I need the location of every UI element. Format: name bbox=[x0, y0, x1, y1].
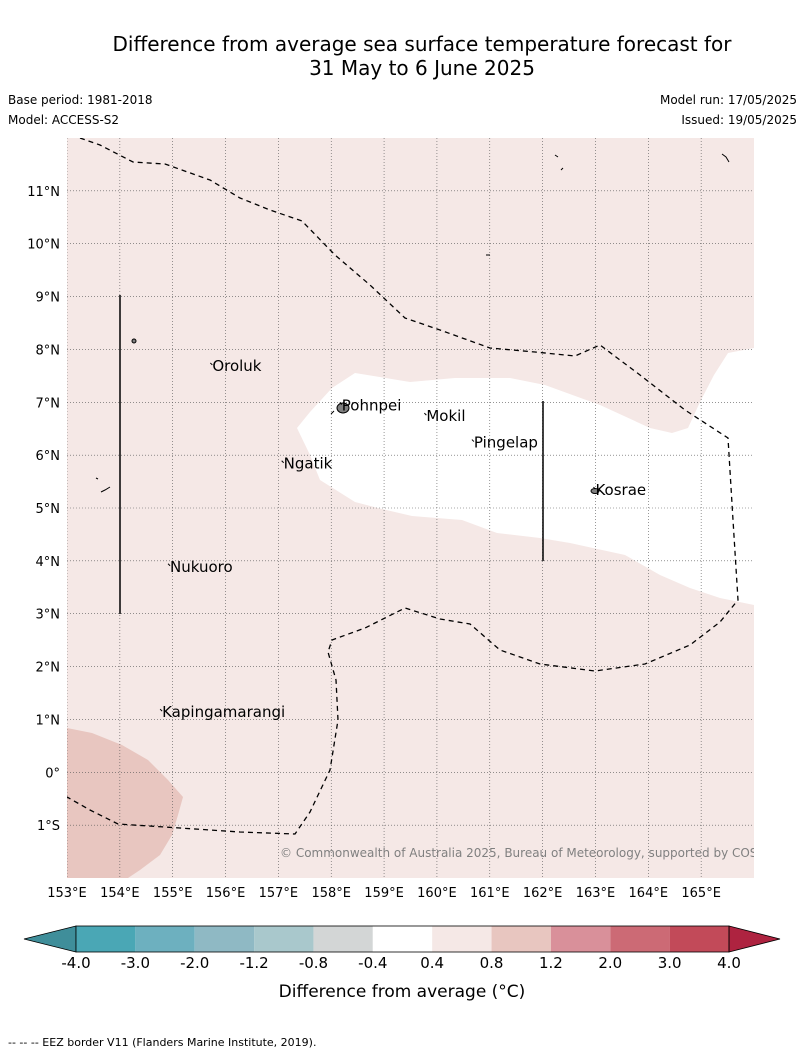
place-label: Pingelap bbox=[474, 434, 538, 452]
place-label: Pohnpei bbox=[342, 397, 402, 415]
x-tick-label: 161°E bbox=[470, 886, 510, 901]
place-label: Oroluk bbox=[212, 357, 261, 375]
colorbar-extend-min bbox=[23, 925, 77, 953]
title-line-1: Difference from average sea surface temp… bbox=[112, 32, 732, 56]
y-tick-label: 1°N bbox=[36, 713, 61, 728]
anomaly-fill-neutral bbox=[297, 348, 754, 605]
place-marker bbox=[339, 402, 343, 405]
place-label: Ngatik bbox=[284, 455, 333, 473]
x-axis-ticks: 153°E 154°E 155°E 156°E 157°E 158°E 159°E 160°E… bbox=[47, 886, 721, 901]
colorbar-tick-label: -2.0 bbox=[180, 954, 209, 972]
map-plot-area: Oroluk Pohnpei Mokil Pingelap Ngatik Kosrae Nu… bbox=[67, 138, 785, 878]
x-tick-label: 163°E bbox=[576, 886, 616, 901]
colorbar-segment bbox=[194, 926, 255, 952]
place-label: Mokil bbox=[426, 407, 465, 425]
x-tick-label: 160°E bbox=[417, 886, 457, 901]
eez-borders bbox=[67, 138, 739, 835]
eez-border-footnote: -- -- -- EEZ border V11 (Flanders Marine… bbox=[8, 1036, 317, 1049]
y-tick-label: 1°S bbox=[37, 819, 60, 834]
place-marker bbox=[281, 460, 285, 464]
place-label: Kosrae bbox=[595, 481, 646, 499]
y-axis-ticks: 11°N 10°N 9°N 8°N 7°N 6°N 5°N 4°N 3°N 2°N 1°N 0° 1°S bbox=[27, 185, 60, 834]
x-tick-label: 158°E bbox=[311, 886, 351, 901]
colorbar-segment bbox=[372, 926, 433, 952]
x-tick-label: 165°E bbox=[681, 886, 721, 901]
place-label: Kapingamarangi bbox=[162, 703, 285, 721]
place-marker bbox=[159, 708, 163, 712]
place-marker bbox=[471, 439, 475, 442]
colorbar-segment bbox=[610, 926, 670, 952]
colorbar-segment bbox=[669, 926, 729, 952]
place-labels: Oroluk Pohnpei Mokil Pingelap Ngatik Kosrae Nu… bbox=[159, 357, 646, 721]
issued-label: Issued: 19/05/2025 bbox=[681, 113, 797, 127]
model-run-label: Model run: 17/05/2025 bbox=[659, 93, 797, 107]
x-tick-label: 154°E bbox=[100, 886, 140, 901]
x-tick-label: 164°E bbox=[629, 886, 669, 901]
y-tick-label: 3°N bbox=[36, 608, 61, 623]
colorbar-segment bbox=[491, 926, 551, 952]
y-tick-label: 6°N bbox=[36, 449, 61, 464]
y-tick-label: 9°N bbox=[36, 291, 61, 306]
place-marker bbox=[593, 486, 596, 490]
colorbar-tick-label: 0.8 bbox=[480, 954, 504, 972]
colorbar-extend-max bbox=[728, 925, 781, 953]
colorbar-outline bbox=[75, 925, 730, 953]
graticule bbox=[67, 138, 754, 878]
y-tick-label: 0° bbox=[45, 766, 60, 781]
colorbar: -4.0 -3.0 -2.0 -1.2 -0.8 -0.4 0.4 0.8 1.2 2.0 3.0 4… bbox=[23, 925, 781, 972]
map-figure: Oroluk Pohnpei Mokil Pingelap Ngatik Kosrae Nu… bbox=[23, 138, 785, 1002]
place-marker bbox=[167, 563, 171, 567]
colorbar-tick-label: -4.0 bbox=[61, 954, 90, 972]
colorbar-tick-label: 0.4 bbox=[420, 954, 444, 972]
x-tick-label: 157°E bbox=[259, 886, 299, 901]
x-tick-label: 155°E bbox=[153, 886, 193, 901]
y-tick-label: 7°N bbox=[36, 396, 61, 411]
pohnpei-island bbox=[336, 402, 350, 414]
place-marker bbox=[209, 362, 213, 366]
place-label: Nukuoro bbox=[170, 558, 233, 576]
x-tick-label: 153°E bbox=[47, 886, 87, 901]
colorbar-tick-label: -1.2 bbox=[239, 954, 268, 972]
colorbar-segment bbox=[254, 926, 314, 952]
colorbar-segment bbox=[313, 926, 373, 952]
colorbar-tick-label: -3.0 bbox=[121, 954, 150, 972]
title-line-2: 31 May to 6 June 2025 bbox=[309, 56, 535, 80]
y-tick-label: 10°N bbox=[27, 238, 60, 253]
colorbar-tick-label: 4.0 bbox=[717, 954, 741, 972]
x-tick-label: 159°E bbox=[364, 886, 404, 901]
colorbar-segment bbox=[76, 926, 136, 952]
base-period-label: Base period: 1981-2018 bbox=[8, 93, 153, 107]
colorbar-tick-label: -0.4 bbox=[358, 954, 387, 972]
model-label: Model: ACCESS-S2 bbox=[8, 113, 120, 127]
anomaly-fill-0-8-to-1-2 bbox=[67, 728, 183, 878]
colorbar-label: Difference from average (°C) bbox=[279, 982, 526, 1002]
minor-islets bbox=[95, 153, 730, 493]
y-tick-label: 4°N bbox=[36, 555, 61, 570]
colorbar-segment bbox=[432, 926, 492, 952]
y-tick-label: 8°N bbox=[36, 343, 61, 358]
colorbar-segment bbox=[135, 926, 195, 952]
colorbar-tick-label: 3.0 bbox=[658, 954, 682, 972]
place-marker bbox=[424, 412, 427, 416]
x-tick-label: 162°E bbox=[523, 886, 563, 901]
copyright-notice: © Commonwealth of Australia 2025, Bureau… bbox=[280, 846, 785, 860]
eez-border-line bbox=[67, 138, 739, 835]
colorbar-tick-label: 1.2 bbox=[539, 954, 563, 972]
colorbar-tick-label: 2.0 bbox=[598, 954, 622, 972]
chart-title: Difference from average sea surface temp… bbox=[0, 32, 804, 80]
colorbar-tick-label: -0.8 bbox=[299, 954, 328, 972]
y-tick-label: 11°N bbox=[27, 185, 60, 200]
islet bbox=[131, 338, 137, 344]
y-tick-label: 2°N bbox=[36, 661, 61, 676]
colorbar-segment bbox=[550, 926, 611, 952]
x-tick-label: 156°E bbox=[206, 886, 246, 901]
y-tick-label: 5°N bbox=[36, 502, 61, 517]
